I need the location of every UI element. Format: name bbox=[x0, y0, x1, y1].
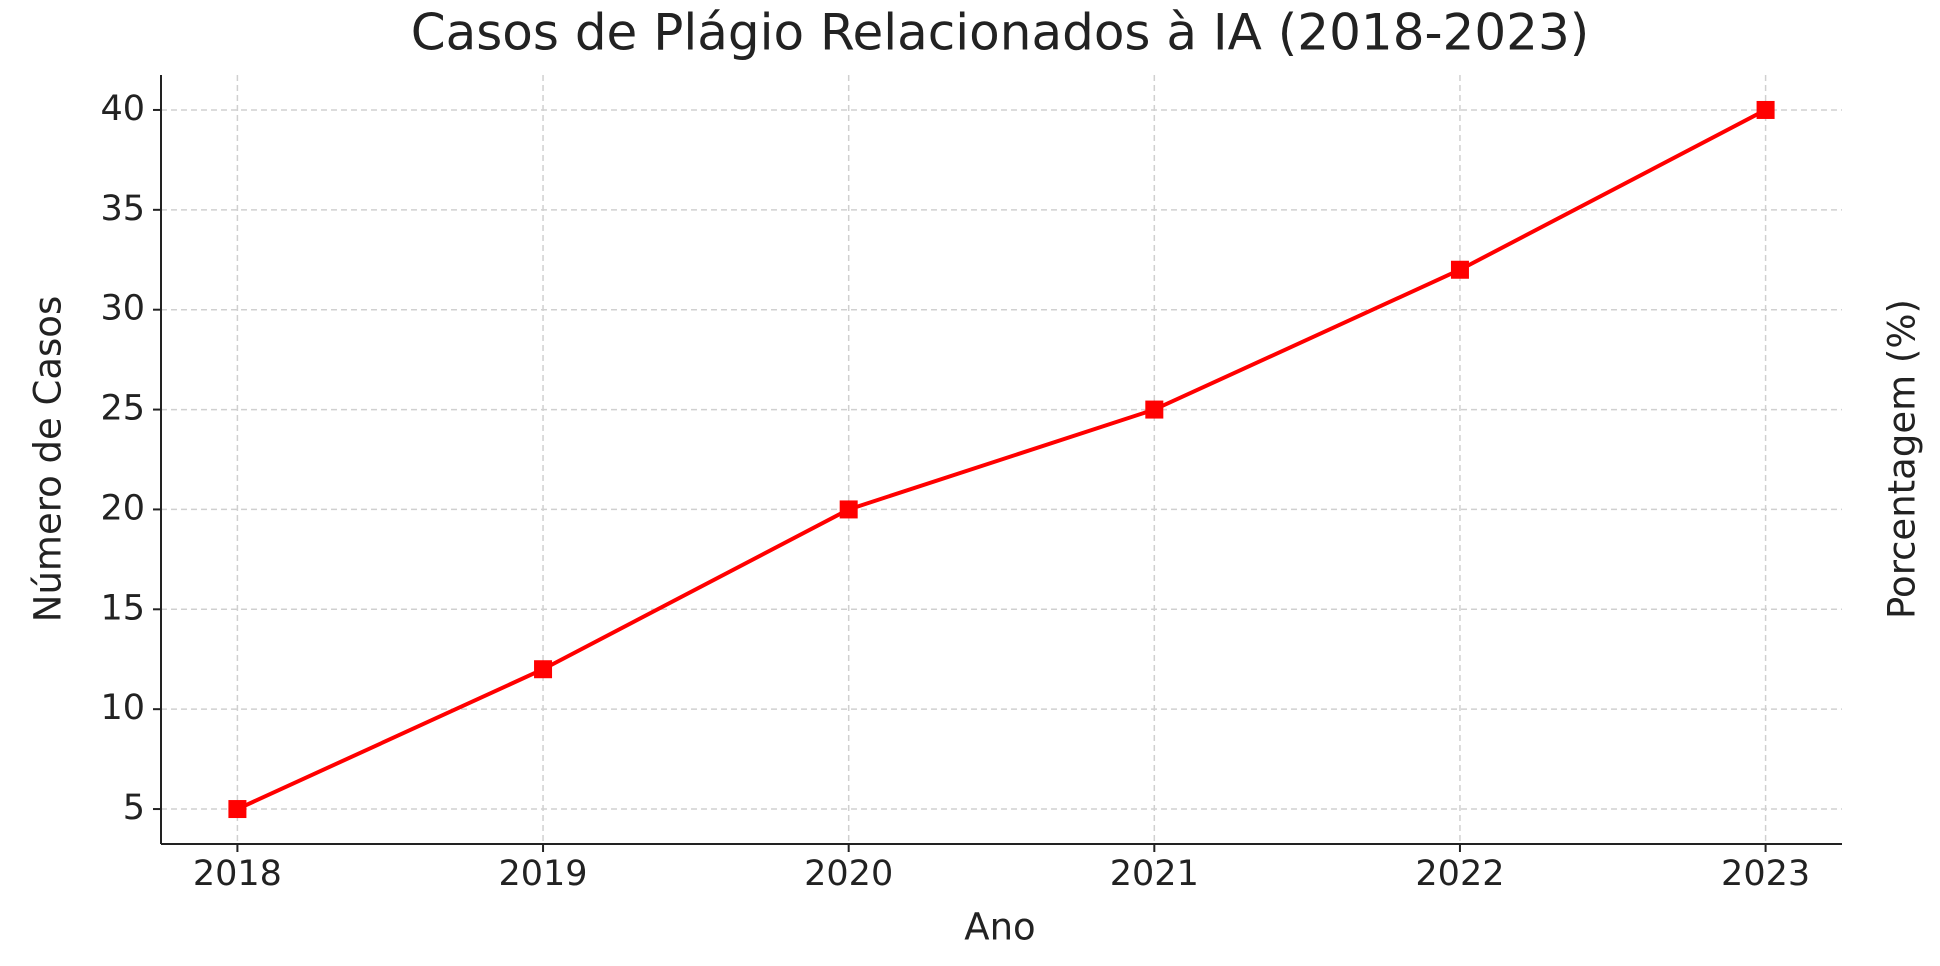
chart-title: Casos de Plágio Relacionados à IA (2018-… bbox=[411, 4, 1590, 62]
x-tick-label: 2022 bbox=[1415, 854, 1504, 894]
data-point bbox=[1145, 400, 1164, 419]
data-point bbox=[1756, 100, 1775, 119]
x-tick-label: 2018 bbox=[193, 854, 282, 894]
data-point bbox=[228, 800, 247, 819]
y-tick-label: 30 bbox=[100, 289, 145, 329]
x-tick-label: 2021 bbox=[1110, 854, 1199, 894]
y-tick-label: 35 bbox=[100, 189, 145, 229]
y-tick-label: 40 bbox=[100, 89, 145, 129]
y-tick-label: 25 bbox=[100, 389, 145, 429]
y-tick-label: 5 bbox=[123, 788, 145, 828]
x-tick-label: 2019 bbox=[499, 854, 588, 894]
series-line bbox=[236, 108, 1767, 811]
y-tick-label: 20 bbox=[100, 488, 145, 528]
y-tick-label: 15 bbox=[100, 588, 145, 628]
x-tick-label: 2023 bbox=[1721, 854, 1810, 894]
y-axis-label: Número de Casos bbox=[27, 296, 70, 622]
data-point bbox=[534, 660, 553, 679]
y2-axis-label: Porcentagem (%) bbox=[1881, 299, 1924, 619]
data-point bbox=[839, 500, 858, 519]
x-axis-label: Ano bbox=[964, 906, 1035, 949]
data-point bbox=[1450, 260, 1469, 279]
y-tick-label: 10 bbox=[100, 688, 145, 728]
x-tick-label: 2020 bbox=[804, 854, 893, 894]
